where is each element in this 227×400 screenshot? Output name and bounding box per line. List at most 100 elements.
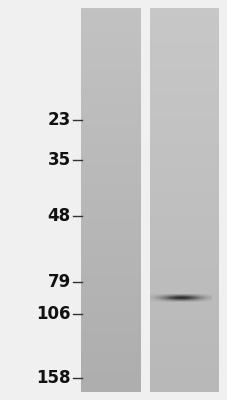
Bar: [150, 179, 218, 181]
Bar: [167, 299, 168, 300]
Bar: [206, 301, 207, 302]
Bar: [183, 299, 184, 300]
Bar: [81, 361, 141, 363]
Bar: [199, 296, 200, 297]
Bar: [81, 206, 141, 208]
Bar: [150, 375, 218, 377]
Bar: [189, 294, 190, 295]
Bar: [171, 297, 172, 298]
Bar: [150, 313, 218, 315]
Bar: [150, 252, 218, 254]
Bar: [81, 16, 141, 18]
Bar: [150, 323, 218, 325]
Bar: [164, 301, 165, 302]
Bar: [150, 16, 218, 18]
Bar: [81, 388, 141, 390]
Bar: [179, 300, 180, 301]
Bar: [150, 166, 218, 167]
Bar: [150, 354, 218, 356]
Bar: [150, 311, 218, 313]
Bar: [164, 298, 165, 299]
Bar: [159, 296, 160, 297]
Bar: [172, 295, 173, 296]
Bar: [207, 299, 208, 300]
Bar: [152, 300, 153, 301]
Bar: [166, 300, 167, 301]
Bar: [203, 294, 204, 295]
Bar: [197, 299, 198, 300]
Bar: [210, 300, 211, 301]
Bar: [185, 299, 186, 300]
Bar: [150, 148, 218, 150]
Bar: [179, 299, 180, 300]
Bar: [150, 114, 218, 116]
Bar: [150, 50, 218, 52]
Bar: [153, 297, 154, 298]
Bar: [150, 175, 218, 177]
Bar: [155, 301, 156, 302]
Bar: [150, 315, 218, 317]
Bar: [150, 212, 218, 214]
Bar: [178, 300, 179, 301]
Bar: [191, 300, 192, 301]
Bar: [81, 306, 141, 308]
Bar: [192, 300, 193, 301]
Bar: [150, 277, 218, 279]
Bar: [197, 301, 198, 302]
Bar: [81, 138, 141, 140]
Bar: [150, 240, 218, 242]
Bar: [150, 23, 218, 25]
Bar: [168, 296, 169, 297]
Bar: [150, 89, 218, 90]
Bar: [150, 227, 218, 229]
Bar: [81, 77, 141, 79]
Bar: [199, 299, 200, 300]
Bar: [81, 102, 141, 104]
Bar: [158, 295, 159, 296]
Bar: [81, 377, 141, 378]
Bar: [150, 208, 218, 210]
Bar: [150, 106, 218, 108]
Bar: [169, 298, 170, 299]
Bar: [191, 296, 192, 297]
Bar: [150, 104, 218, 106]
Bar: [81, 204, 141, 206]
Bar: [81, 356, 141, 358]
Bar: [199, 297, 200, 298]
Bar: [150, 169, 218, 171]
Bar: [197, 294, 198, 295]
Bar: [208, 301, 209, 302]
Bar: [81, 354, 141, 356]
Bar: [174, 297, 175, 298]
Bar: [186, 295, 187, 296]
Bar: [81, 64, 141, 66]
Bar: [158, 301, 159, 302]
Bar: [81, 317, 141, 319]
Bar: [81, 186, 141, 188]
Bar: [81, 48, 141, 50]
Bar: [150, 92, 218, 94]
Bar: [200, 295, 201, 296]
Bar: [150, 298, 151, 299]
Bar: [81, 340, 141, 342]
Bar: [161, 294, 162, 295]
Bar: [150, 279, 218, 281]
Bar: [210, 298, 211, 299]
Bar: [186, 298, 187, 299]
Bar: [177, 296, 178, 297]
Bar: [150, 256, 218, 258]
Bar: [159, 297, 160, 298]
Bar: [81, 114, 141, 116]
Bar: [200, 299, 201, 300]
Bar: [204, 298, 205, 299]
Bar: [205, 297, 206, 298]
Bar: [150, 37, 218, 39]
Bar: [199, 295, 200, 296]
Bar: [81, 200, 141, 202]
Bar: [153, 295, 154, 296]
Bar: [167, 300, 168, 301]
Bar: [81, 131, 141, 133]
Bar: [208, 299, 209, 300]
Bar: [173, 300, 174, 301]
Bar: [193, 296, 194, 297]
